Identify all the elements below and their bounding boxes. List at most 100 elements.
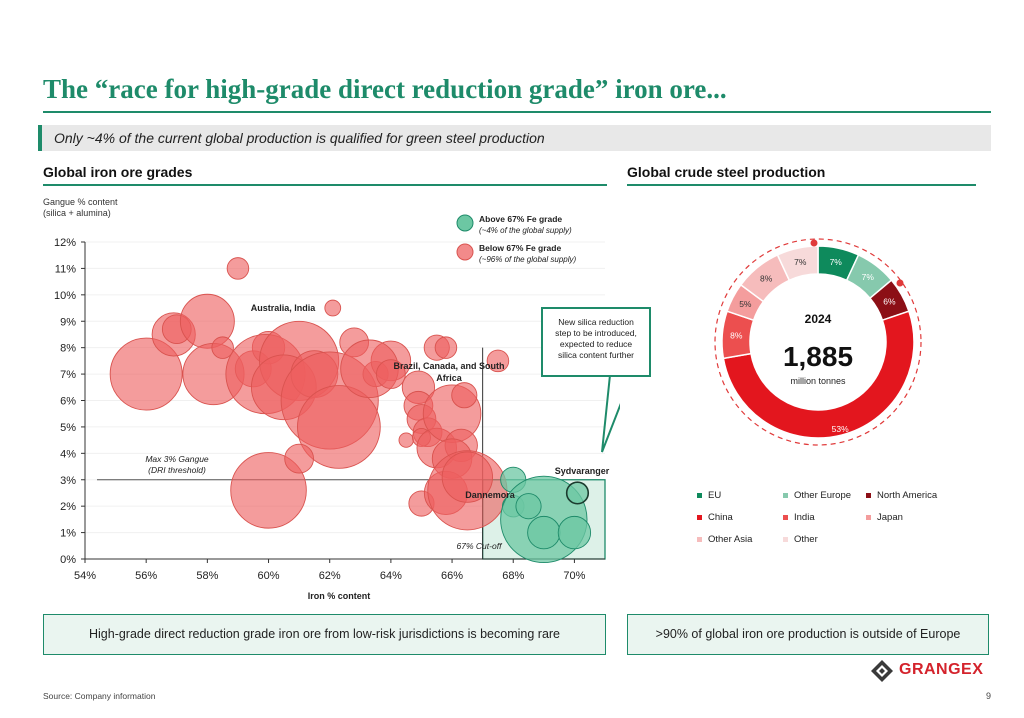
donut-legend-item: Japan	[866, 512, 903, 523]
donut-slice	[776, 245, 819, 282]
page-number: 9	[986, 691, 992, 701]
title-rule	[43, 111, 991, 113]
legend-label: North America	[877, 490, 938, 501]
bubble-below-67	[451, 382, 478, 409]
y-tick-label: 4%	[60, 448, 76, 460]
scatter-section-title: Global iron ore grades	[43, 164, 193, 180]
y-axis-caption: Gangue % content (silica + alumina)	[43, 197, 118, 219]
callout-line: expected to reduce	[559, 339, 633, 349]
donut-chart: 7% 7% 6% 53% 8% 5% 8% 7% 2024 1,885 million ton…	[714, 238, 922, 446]
callout-pointer	[601, 374, 620, 453]
y-tick-label: 6%	[60, 396, 76, 408]
x-axis-ticks: 54% 56% 58% 60% 62% 64% 66% 68% 70%	[74, 559, 586, 582]
dashed-outer-ring	[714, 238, 922, 446]
x-tick-label: 60%	[258, 570, 280, 582]
x-tick-label: 62%	[319, 570, 341, 582]
legend-label: Other Asia	[708, 534, 753, 545]
legend-label: EU	[708, 490, 722, 501]
x-tick-label: 54%	[74, 570, 96, 582]
donut-legend-item: China	[697, 512, 733, 523]
donut-slices	[721, 245, 915, 439]
bubble-above-67	[527, 515, 561, 550]
y-tick-label: 2%	[60, 501, 76, 513]
legend-label: Other Europe	[794, 490, 852, 501]
donut-slice-label: 5%	[739, 299, 752, 309]
scatter-section-rule	[43, 184, 607, 186]
y-tick-label: 11%	[55, 263, 76, 275]
bubble-below-67	[434, 336, 458, 359]
bubble-above-67	[515, 493, 542, 520]
y-axis-caption-line1: Gangue % content	[43, 197, 118, 207]
x-tick-label: 58%	[196, 570, 218, 582]
x-tick-label: 70%	[563, 570, 585, 582]
legend-swatch	[783, 514, 788, 520]
donut-labels: 7% 7% 6% 53% 8% 5% 8% 7%	[730, 257, 896, 434]
grangex-logo-text: GRANGEX	[899, 661, 984, 678]
legend-swatch	[783, 492, 788, 498]
annotation-dannemora: Dannemora	[465, 490, 516, 500]
legend-swatch	[697, 536, 702, 542]
donut-legend-item: EU	[697, 490, 721, 501]
annotation-brazil-line1: Brazil, Canada, and South	[393, 361, 504, 371]
bubble-below-67	[486, 349, 510, 373]
donut-center-unit: million tonnes	[790, 376, 846, 386]
donut-slice-label: 7%	[794, 257, 807, 267]
bubble-above-67	[565, 481, 590, 505]
annotation-australia-india: Australia, India	[251, 303, 317, 313]
legend-above-label: Above 67% Fe grade	[479, 214, 562, 224]
bubble-below-67	[441, 451, 494, 503]
bubble-above-67	[557, 515, 592, 550]
bubble-below-67	[376, 359, 406, 389]
x-tick-label: 68%	[502, 570, 524, 582]
y-tick-label: 12%	[54, 237, 76, 249]
bubble-below-67	[297, 385, 381, 469]
x-tick-label: 66%	[441, 570, 463, 582]
donut-slice	[722, 310, 915, 439]
bottom-right-takeaway: >90% of global iron ore production is ou…	[627, 614, 989, 655]
legend-below-sub: (~96% of the global supply)	[479, 255, 577, 264]
legend-above-marker	[456, 214, 474, 232]
bubble-chart: 0% 1% 2% 3% 4% 5% 6% 7% 8% 9% 10% 11% 12% 54% 56% 58% 6…	[54, 214, 620, 601]
ring-dot-right	[896, 279, 904, 287]
bubble-below-67	[211, 336, 234, 359]
bubble-below-67	[398, 432, 414, 448]
y-axis-caption-line2: (silica + alumina)	[43, 208, 111, 218]
y-tick-label: 0%	[60, 554, 76, 566]
donut-slice-label: 7%	[830, 257, 843, 267]
annotation-cutoff: 67% Cut-off	[457, 541, 504, 551]
annotation-threshold-line1: Max 3% Gangue	[145, 454, 209, 464]
y-tick-label: 7%	[60, 369, 76, 381]
y-axis-ticks: 0% 1% 2% 3% 4% 5% 6% 7% 8% 9% 10% 11% 12%	[54, 237, 85, 566]
donut-section-title: Global crude steel production	[627, 164, 826, 180]
y-tick-label: 10%	[54, 290, 76, 302]
legend-below-label: Below 67% Fe grade	[479, 243, 561, 253]
legend-swatch	[866, 492, 871, 498]
donut-legend-item: Other Asia	[697, 534, 752, 545]
page-title: The “race for high-grade direct reductio…	[43, 74, 727, 104]
donut-slice-label: 7%	[862, 272, 875, 282]
donut-legend-item: India	[783, 512, 815, 523]
banner-text: Only ~4% of the current global productio…	[54, 130, 545, 146]
legend-above-sub: (~4% of the global supply)	[479, 226, 572, 235]
donut-center-year: 2024	[805, 312, 832, 326]
legend-label: India	[794, 512, 815, 523]
grangex-logo-icon	[871, 660, 893, 682]
bubble-below-67	[226, 257, 250, 280]
annotation-brazil-line2: Africa	[436, 373, 463, 383]
bubble-below-67	[284, 443, 314, 474]
legend-label: Other	[794, 534, 818, 545]
callout-line: silica content further	[557, 350, 635, 360]
callout-line: step to be introduced,	[555, 328, 637, 338]
y-tick-label: 8%	[60, 343, 76, 355]
donut-section-rule	[627, 184, 976, 186]
legend-swatch	[697, 492, 702, 498]
donut-center-value: 1,885	[783, 341, 853, 372]
bubble-below-67	[109, 337, 183, 411]
legend-label: China	[708, 512, 733, 523]
donut-slice-label: 6%	[883, 297, 896, 307]
annotation-sydvaranger: Sydvaranger	[555, 466, 610, 476]
legend-swatch	[783, 536, 788, 542]
y-tick-label: 5%	[60, 422, 76, 434]
donut-legend-item: North America	[866, 490, 937, 501]
